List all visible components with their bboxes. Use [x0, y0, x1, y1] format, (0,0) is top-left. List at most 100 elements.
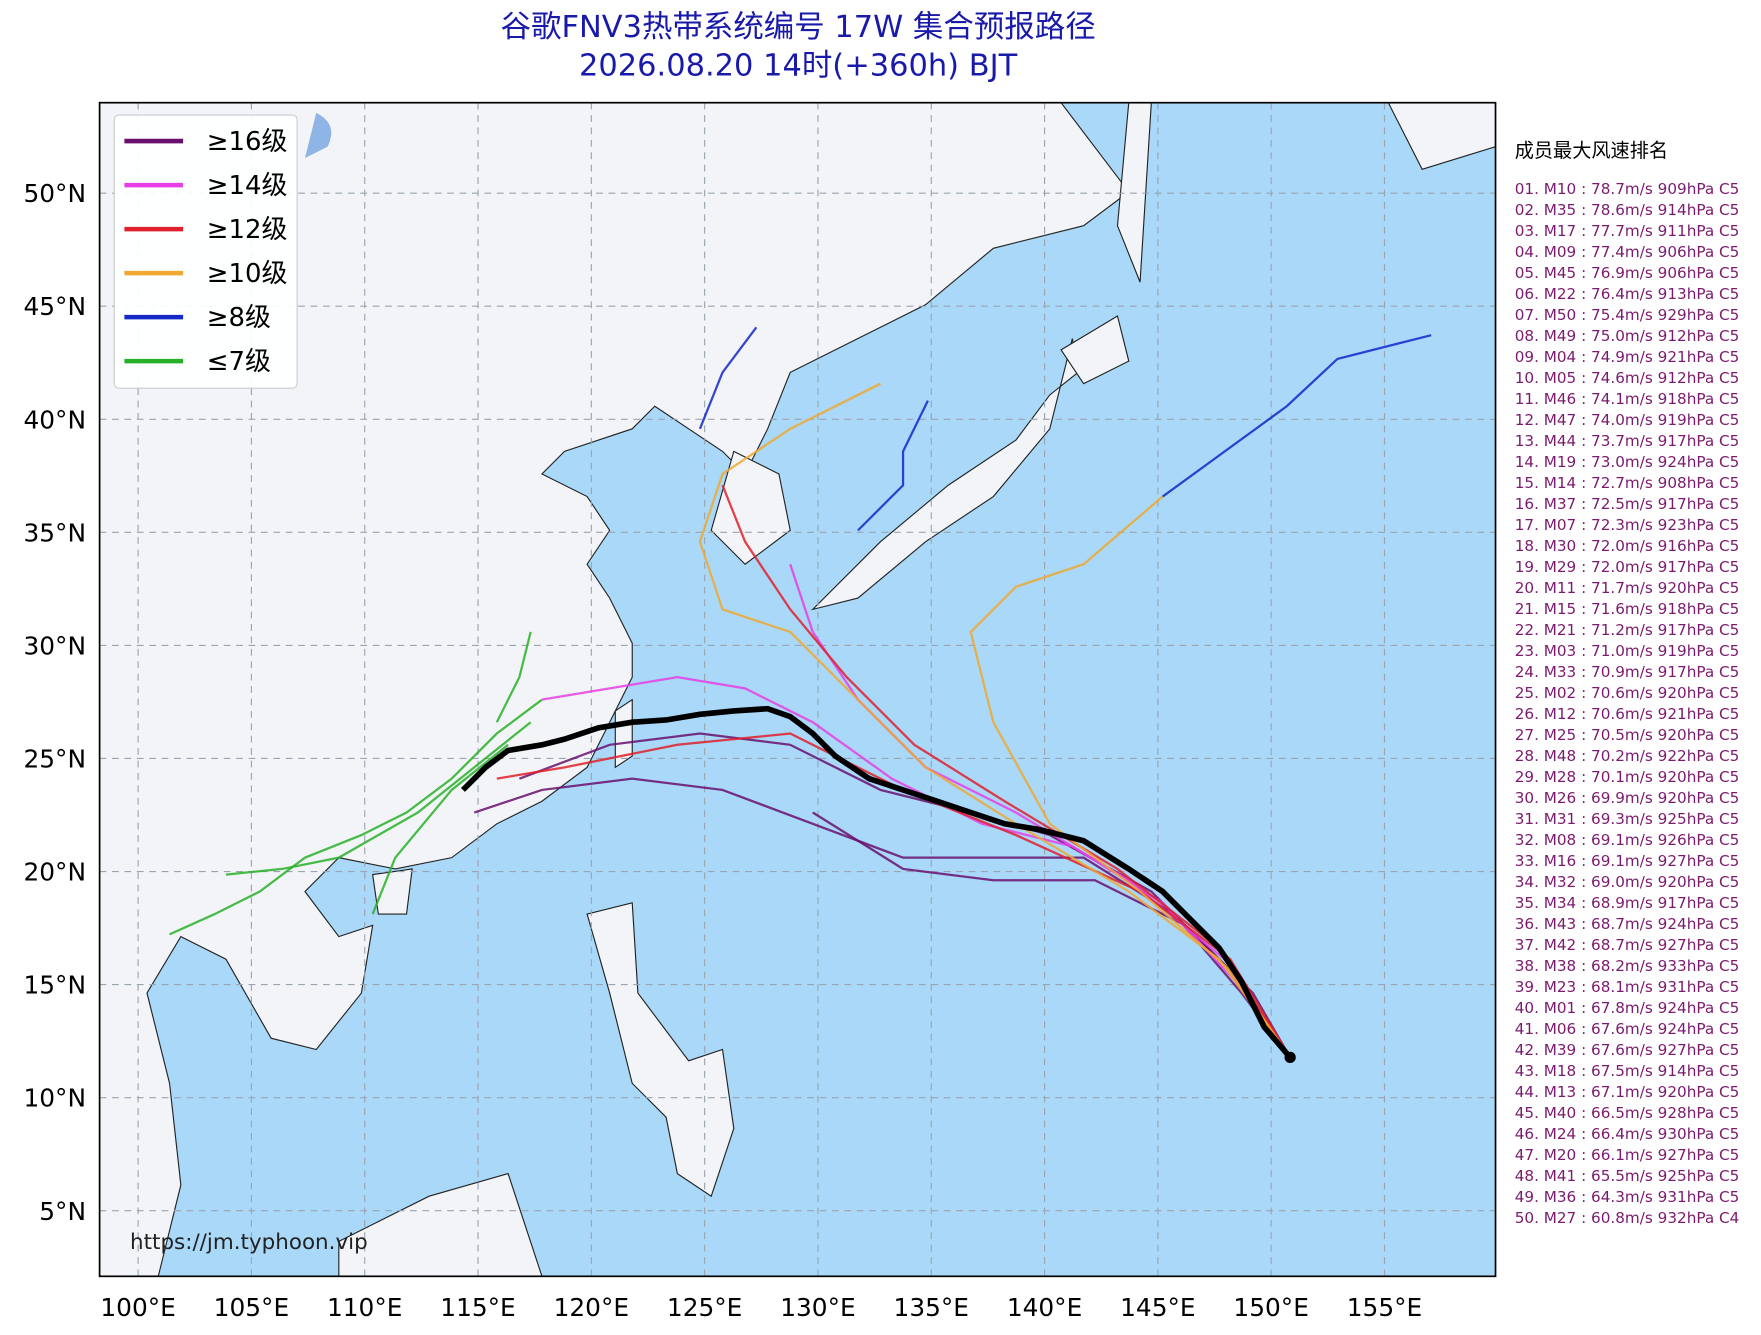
ranking-item: 35. M34 : 68.9m/s 917hPa C5: [1515, 894, 1740, 912]
ranking-item: 45. M40 : 66.5m/s 928hPa C5: [1515, 1104, 1740, 1122]
x-tick-label: 115°E: [440, 1293, 515, 1322]
ranking-item: 09. M04 : 74.9m/s 921hPa C5: [1515, 348, 1740, 366]
member-track: [225, 721, 532, 876]
ranking-item: 23. M03 : 71.0m/s 919hPa C5: [1515, 642, 1740, 660]
ranking-item: 07. M50 : 75.4m/s 929hPa C5: [1515, 306, 1740, 324]
member-track: [698, 382, 1292, 1059]
land: [99, 102, 1496, 1277]
y-tick-label: 5°N: [39, 1197, 86, 1226]
x-tick-label: 125°E: [667, 1293, 742, 1322]
y-tick-label: 20°N: [23, 858, 86, 887]
member-track: [812, 811, 1292, 1058]
ranking-item: 14. M19 : 73.0m/s 924hPa C5: [1515, 453, 1740, 471]
y-tick-label: 50°N: [23, 179, 86, 208]
ranking-item: 36. M43 : 68.7m/s 924hPa C5: [1515, 915, 1740, 933]
y-tick-label: 35°N: [23, 518, 86, 547]
ranking-item: 06. M22 : 76.4m/s 913hPa C5: [1515, 285, 1740, 303]
ranking-item: 10. M05 : 74.6m/s 912hPa C5: [1515, 369, 1740, 387]
map-body: [99, 102, 1496, 1277]
ranking-item: 02. M35 : 78.6m/s 914hPa C5: [1515, 201, 1740, 219]
ranking-item: 49. M36 : 64.3m/s 931hPa C5: [1515, 1188, 1740, 1206]
ranking-item: 39. M23 : 68.1m/s 931hPa C5: [1515, 978, 1740, 996]
member-track: [721, 484, 1292, 1059]
ranking-item: 15. M14 : 72.7m/s 908hPa C5: [1515, 474, 1740, 492]
x-tick-label: 105°E: [214, 1293, 289, 1322]
ranking-item: 46. M24 : 66.4m/s 930hPa C5: [1515, 1125, 1740, 1143]
ranking-item: 29. M28 : 70.1m/s 920hPa C5: [1515, 768, 1740, 786]
ranking-item: 34. M32 : 69.0m/s 920hPa C5: [1515, 873, 1740, 891]
ranking-item: 03. M17 : 77.7m/s 911hPa C5: [1515, 222, 1740, 240]
y-tick-label: 15°N: [23, 971, 86, 1000]
ranking-item: 08. M49 : 75.0m/s 912hPa C5: [1515, 327, 1740, 345]
legend-label: ≥14级: [207, 171, 288, 201]
ranking-item: 21. M15 : 71.6m/s 918hPa C5: [1515, 600, 1740, 618]
member-track: [969, 495, 1292, 1059]
watermark-url: https://jm.typhoon.vip: [130, 1230, 368, 1255]
x-tick-label: 135°E: [894, 1293, 969, 1322]
member-track: [495, 631, 532, 723]
legend-label: ≥16级: [207, 127, 288, 157]
y-tick-label: 10°N: [23, 1084, 86, 1113]
x-tick-label: 140°E: [1007, 1293, 1082, 1322]
ranking-item: 48. M41 : 65.5m/s 925hPa C5: [1515, 1167, 1740, 1185]
legend-label: ≥8级: [207, 303, 271, 333]
ranking-item: 26. M12 : 70.6m/s 921hPa C5: [1515, 705, 1740, 723]
ranking-item: 16. M37 : 72.5m/s 917hPa C5: [1515, 495, 1740, 513]
x-tick-label: 150°E: [1233, 1293, 1308, 1322]
ranking-item: 37. M42 : 68.7m/s 927hPa C5: [1515, 936, 1740, 954]
ranking-item: 18. M30 : 72.0m/s 916hPa C5: [1515, 537, 1740, 555]
legend-entries: ≥16级 ≥14级 ≥12级 ≥10级 ≥8级 ≤7级: [124, 127, 288, 377]
ranking-item: 04. M09 : 77.4m/s 906hPa C5: [1515, 243, 1740, 261]
ranking-item: 33. M16 : 69.1m/s 927hPa C5: [1515, 852, 1740, 870]
ranking-item: 32. M08 : 69.1m/s 926hPa C5: [1515, 831, 1740, 849]
ranking-item: 40. M01 : 67.8m/s 924hPa C5: [1515, 999, 1740, 1017]
x-tick-label: 100°E: [100, 1293, 175, 1322]
member-track: [169, 698, 543, 936]
ranking-item: 20. M11 : 71.7m/s 920hPa C5: [1515, 579, 1740, 597]
x-tick-label: 155°E: [1347, 1293, 1422, 1322]
ranking-item: 44. M13 : 67.1m/s 920hPa C5: [1515, 1083, 1740, 1101]
axis-labels: 100°E 105°E 110°E 115°E 120°E 125°E 130°E 135°E…: [23, 179, 1422, 1322]
member-track: [857, 400, 929, 532]
ranking-item: 01. M10 : 78.7m/s 909hPa C5: [1515, 180, 1740, 198]
y-tick-label: 45°N: [23, 292, 86, 321]
ranking-item: 13. M44 : 73.7m/s 917hPa C5: [1515, 432, 1740, 450]
y-tick-label: 30°N: [23, 631, 86, 660]
ranking-title: 成员最大风速排名: [1515, 139, 1668, 162]
ranking-item: 38. M38 : 68.2m/s 933hPa C5: [1515, 957, 1740, 975]
ranking-item: 30. M26 : 69.9m/s 920hPa C5: [1515, 789, 1740, 807]
legend-label: ≥12级: [207, 215, 288, 245]
ranking-list: 01. M10 : 78.7m/s 909hPa C5 02. M35 : 78.…: [1515, 180, 1740, 1227]
ranking-item: 31. M31 : 69.3m/s 925hPa C5: [1515, 810, 1740, 828]
ensemble-tracks: [169, 326, 1432, 1059]
ranking-item: 47. M20 : 66.1m/s 927hPa C5: [1515, 1146, 1740, 1164]
ranking-item: 12. M47 : 74.0m/s 919hPa C5: [1515, 411, 1740, 429]
x-tick-label: 130°E: [780, 1293, 855, 1322]
ranking-item: 27. M25 : 70.5m/s 920hPa C5: [1515, 726, 1740, 744]
y-tick-label: 40°N: [23, 405, 86, 434]
ranking-item: 43. M18 : 67.5m/s 914hPa C5: [1515, 1062, 1740, 1080]
map-frame: [98, 101, 1497, 1278]
ranking-item: 17. M07 : 72.3m/s 923hPa C5: [1515, 516, 1740, 534]
ranking-item: 22. M21 : 71.2m/s 917hPa C5: [1515, 621, 1740, 639]
mean-track: [460, 705, 1293, 1060]
ranking-item: 41. M06 : 67.6m/s 924hPa C5: [1515, 1020, 1740, 1038]
y-tick-label: 25°N: [23, 745, 86, 774]
member-track: [371, 743, 509, 915]
title: 谷歌FNV3热带系统编号 17W 集合预报路径: [501, 10, 1096, 45]
ranking-item: 05. M45 : 76.9m/s 906hPa C5: [1515, 264, 1740, 282]
x-tick-label: 110°E: [327, 1293, 402, 1322]
ranking-item: 25. M02 : 70.6m/s 920hPa C5: [1515, 684, 1740, 702]
ranking-item: 50. M27 : 60.8m/s 932hPa C4: [1515, 1209, 1740, 1227]
legend-label: ≤7级: [207, 347, 271, 377]
ranking-item: 11. M46 : 74.1m/s 918hPa C5: [1515, 390, 1740, 408]
x-tick-label: 145°E: [1120, 1293, 1195, 1322]
ranking-item: 28. M48 : 70.2m/s 922hPa C5: [1515, 747, 1740, 765]
member-track: [789, 563, 1292, 1059]
member-track: [1161, 334, 1432, 498]
ranking-item: 19. M29 : 72.0m/s 917hPa C5: [1515, 558, 1740, 576]
x-tick-label: 120°E: [554, 1293, 629, 1322]
legend-label: ≥10级: [207, 259, 288, 289]
start-point: [1284, 1051, 1296, 1064]
